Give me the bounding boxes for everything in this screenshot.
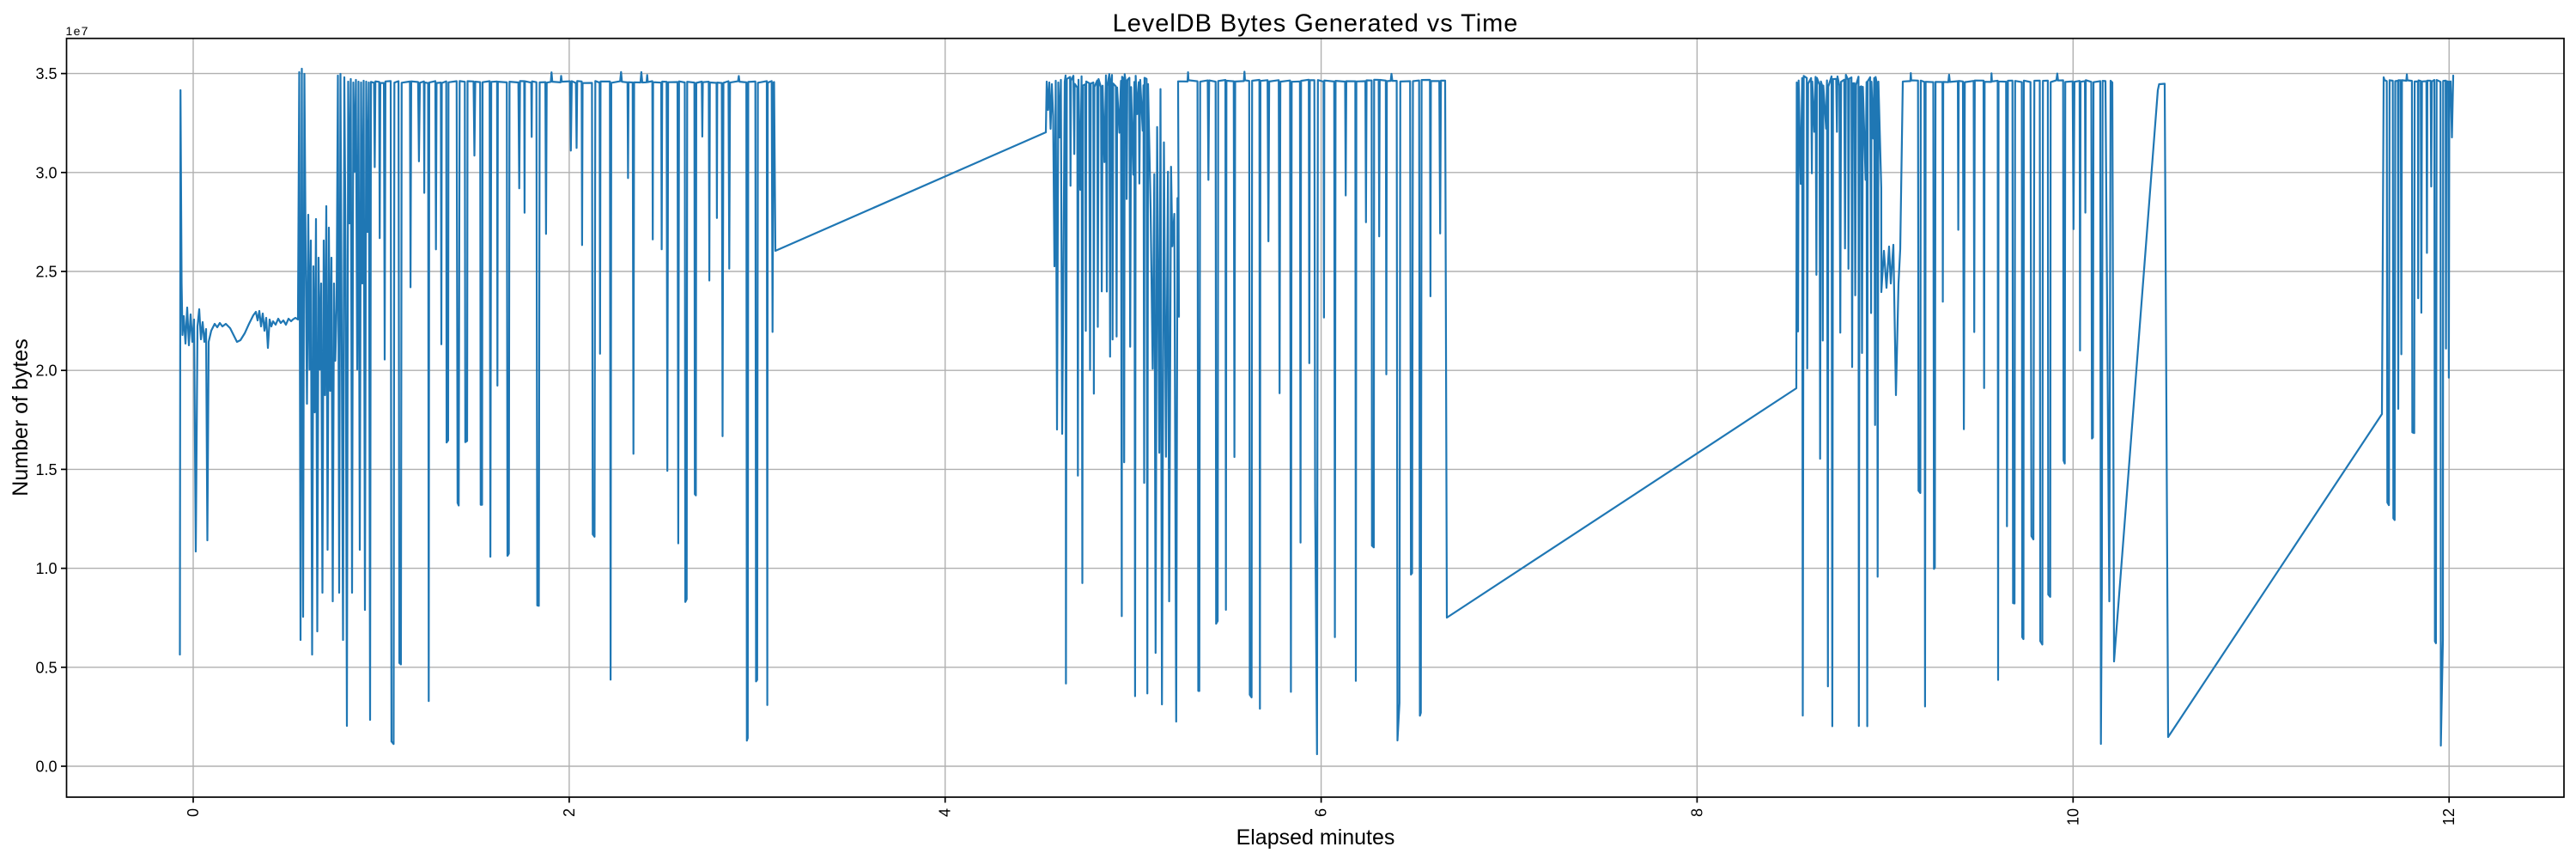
svg-text:Number of bytes: Number of bytes bbox=[9, 338, 33, 496]
svg-text:0.5: 0.5 bbox=[35, 659, 57, 676]
svg-text:2.0: 2.0 bbox=[35, 362, 57, 380]
svg-text:2.5: 2.5 bbox=[35, 264, 57, 281]
svg-text:0: 0 bbox=[185, 808, 202, 817]
svg-text:0.0: 0.0 bbox=[35, 758, 57, 776]
svg-text:1.0: 1.0 bbox=[35, 560, 57, 577]
svg-text:3.5: 3.5 bbox=[35, 65, 57, 82]
svg-text:3.0: 3.0 bbox=[35, 164, 57, 181]
svg-text:12: 12 bbox=[2440, 808, 2458, 825]
svg-text:Elapsed minutes: Elapsed minutes bbox=[1236, 825, 1395, 850]
svg-text:6: 6 bbox=[1313, 808, 1330, 817]
svg-text:1e7: 1e7 bbox=[66, 24, 89, 38]
svg-text:2: 2 bbox=[561, 808, 578, 817]
svg-text:10: 10 bbox=[2064, 808, 2081, 825]
svg-text:1.5: 1.5 bbox=[35, 461, 57, 478]
svg-text:4: 4 bbox=[937, 808, 954, 817]
svg-text:LevelDB Bytes Generated vs Tim: LevelDB Bytes Generated vs Time bbox=[1113, 10, 1519, 38]
svg-text:8: 8 bbox=[1688, 808, 1705, 817]
